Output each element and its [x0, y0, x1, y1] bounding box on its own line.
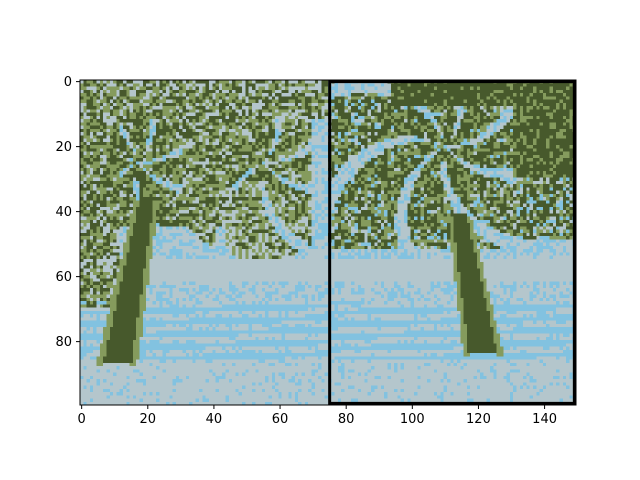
x-tick-label: 60 — [272, 412, 289, 427]
x-tick-label: 100 — [400, 412, 425, 427]
x-tick-label: 80 — [338, 412, 355, 427]
heatmap-image — [80, 80, 576, 405]
y-tick-label: 0 — [64, 75, 72, 90]
x-tick-label: 40 — [206, 412, 223, 427]
y-tick-label: 80 — [55, 335, 72, 350]
y-tick-label: 60 — [55, 270, 72, 285]
plot-area — [80, 80, 576, 405]
x-tick-label: 120 — [466, 412, 491, 427]
y-tick-label: 20 — [55, 140, 72, 155]
y-tick-label: 40 — [55, 205, 72, 220]
x-tick-label: 140 — [532, 412, 557, 427]
highlight-rectangle — [328, 80, 576, 405]
x-tick-label: 20 — [140, 412, 157, 427]
axes-frame — [79, 79, 577, 406]
x-tick-label: 0 — [78, 412, 86, 427]
annotation-layer — [328, 80, 576, 405]
y-axis: 0 20 40 60 80 — [55, 75, 80, 350]
x-axis: 0 20 40 60 80 100 120 140 — [78, 405, 557, 427]
